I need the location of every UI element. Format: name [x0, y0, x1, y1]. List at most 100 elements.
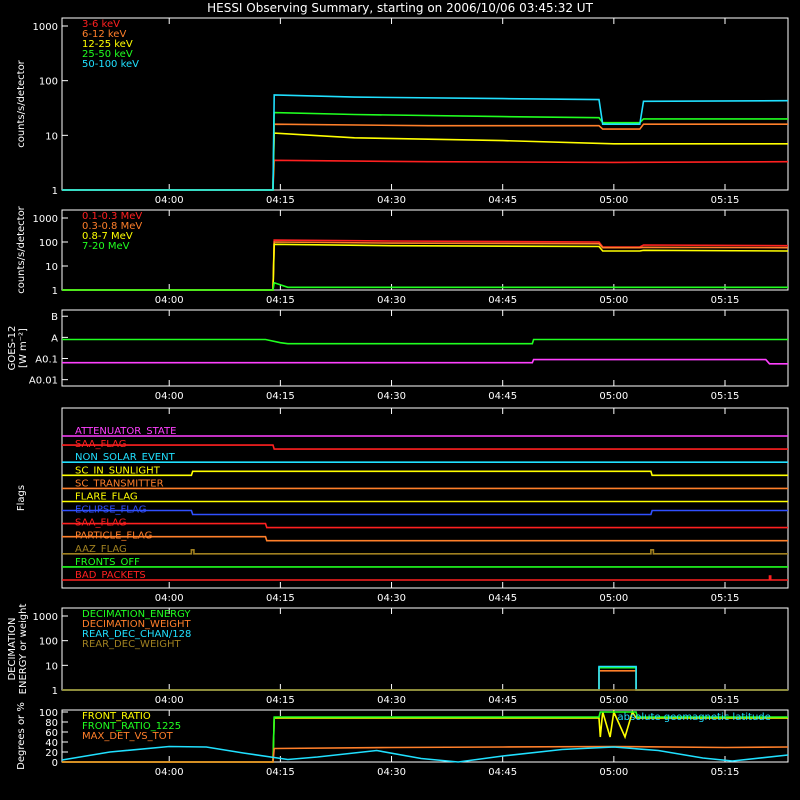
x-tick-label: 04:30 [377, 695, 406, 706]
series-line-lowE-4 [62, 94, 789, 191]
y-axis-label: Flags [16, 485, 27, 511]
x-tick-label: 05:15 [711, 195, 740, 206]
y-axis-label: counts/s/detector [16, 59, 27, 147]
y-axis-label: DECIMATION [7, 617, 18, 680]
series-line-decim-2 [62, 665, 788, 691]
y-tick-label: 1 [52, 286, 58, 297]
series-line-lowE-1 [62, 123, 788, 191]
legend-entry: REAR_DEC_WEIGHT [82, 639, 181, 650]
series-line-flags-11 [62, 575, 788, 581]
x-tick-label: 05:15 [711, 295, 740, 306]
flag-label: FRONTS_OFF [75, 557, 140, 568]
y-tick-label: 10 [45, 131, 58, 142]
y-tick-label: 1000 [33, 214, 58, 225]
y-tick-label: A [51, 333, 58, 344]
x-tick-label: 05:00 [599, 391, 628, 402]
x-tick-label: 04:45 [488, 593, 517, 604]
panel-frame [61, 709, 789, 763]
x-tick-label: 04:00 [155, 295, 184, 306]
x-tick-label: 04:00 [155, 767, 184, 778]
x-tick-label: 04:15 [266, 391, 295, 402]
y-tick-label: 1000 [33, 22, 58, 33]
y-tick-label: 0 [52, 758, 58, 769]
y-tick-label: 1 [52, 186, 58, 197]
legend-entry: MAX_DET_VS_TOT [82, 731, 174, 742]
series-line-flags-1 [62, 444, 788, 450]
series-line-goes-1 [62, 358, 788, 365]
x-tick-label: 04:45 [488, 195, 517, 206]
x-tick-label: 04:00 [155, 391, 184, 402]
y-tick-label: 100 [39, 637, 58, 648]
x-tick-label: 04:30 [377, 295, 406, 306]
panel-flags: 04:00 04:15 04:30 04:45 05:00 05:15 Flags ATTEN… [16, 407, 789, 604]
series-line-lowE-0 [62, 159, 789, 191]
flag-label: BAD_PACKETS [75, 570, 146, 581]
y-tick-label: A0.01 [29, 376, 58, 387]
series-line-highE-2 [62, 243, 789, 291]
y-tick-label: 100 [39, 708, 58, 719]
x-tick-label: 05:15 [711, 767, 740, 778]
x-tick-label: 05:00 [599, 767, 628, 778]
x-tick-label: 04:30 [377, 195, 406, 206]
panel-frame [61, 407, 789, 589]
y-axis-label: GOES-12 [7, 326, 18, 371]
legend-entry: FRONT_RATIO_1225 [82, 721, 181, 732]
series-line-flags-3 [62, 470, 788, 477]
y-axis-label: Degrees or % [16, 702, 27, 770]
panel-lowE: 04:00 04:15 04:30 04:45 05:00 05:15 1 10 100 1000… [16, 17, 789, 206]
y-axis-label-2: ENERGY or weight [18, 604, 29, 695]
panel-frame [61, 17, 789, 191]
flag-label: SAA_FLAG [75, 518, 126, 529]
x-tick-label: 04:00 [155, 593, 184, 604]
flag-label: AAZ_FLAG [75, 544, 127, 555]
x-tick-label: 04:15 [266, 295, 295, 306]
y-axis-label: counts/s/detector [16, 205, 27, 293]
y-axis-label-2: [W m⁻²] [18, 328, 29, 368]
y-tick-label: 20 [45, 748, 58, 759]
x-tick-label: 04:15 [266, 767, 295, 778]
flag-label: SC_TRANSMITTER [75, 478, 164, 489]
panel-decim: 04:00 04:15 04:30 04:45 05:00 05:15 1 10 100 1000… [7, 604, 789, 706]
legend-entry: 12-25 keV [82, 39, 133, 50]
x-tick-label: 04:45 [488, 391, 517, 402]
panel-ratio: 04:00 04:15 04:30 04:45 05:00 05:15 0204060801… [16, 702, 789, 778]
x-tick-label: 04:45 [488, 695, 517, 706]
x-tick-label: 04:15 [266, 593, 295, 604]
x-tick-label: 05:15 [711, 695, 740, 706]
legend-entry: 0.3-0.8 MeV [82, 221, 142, 232]
y-tick-label: 80 [45, 718, 58, 729]
panels-group: 04:00 04:15 04:30 04:45 05:00 05:151101001000… [7, 17, 789, 778]
panel-goes: 04:00 04:15 04:30 04:45 05:00 05:15 BA A0.1 A0.0… [7, 309, 789, 402]
series-line-flags-7 [62, 522, 788, 529]
series-line-decim-0 [62, 666, 788, 691]
x-tick-label: 04:15 [266, 195, 295, 206]
x-tick-label: 04:00 [155, 195, 184, 206]
series-line-highE-3 [62, 281, 788, 291]
legend-entry: 3-6 keV [82, 19, 120, 30]
x-tick-label: 04:30 [377, 767, 406, 778]
x-tick-label: 05:15 [711, 391, 740, 402]
panel-highE: 04:00 04:15 04:30 04:45 05:00 05:15 1 10 100 1000… [16, 205, 789, 306]
y-tick-label: 60 [45, 728, 58, 739]
flag-label: PARTICLE_FLAG [75, 531, 152, 542]
legend-entry: REAR_DEC_CHAN/128 [82, 629, 191, 640]
legend-entry: 25-50 keV [82, 49, 133, 60]
legend-entry: 0.8-7 MeV [82, 231, 133, 242]
series-line-highE-1 [62, 241, 789, 291]
y-tick-label: 10 [45, 262, 58, 273]
legend-entry: FRONT_RATIO [82, 711, 151, 722]
series-line-goes-0 [62, 338, 788, 345]
x-tick-label: 05:15 [711, 593, 740, 604]
flag-label: NON_SOLAR_EVENT [75, 452, 176, 463]
series-line-decim-1 [62, 669, 788, 691]
y-tick-label: B [51, 312, 58, 323]
x-tick-label: 04:15 [266, 695, 295, 706]
x-tick-label: 04:30 [377, 391, 406, 402]
plot-title: HESSI Observing Summary, starting on 200… [207, 1, 593, 15]
panel-frame [61, 209, 789, 291]
y-tick-label: 10 [45, 661, 58, 672]
x-tick-label: 04:45 [488, 767, 517, 778]
x-tick-label: 04:00 [155, 695, 184, 706]
x-tick-label: 04:30 [377, 593, 406, 604]
